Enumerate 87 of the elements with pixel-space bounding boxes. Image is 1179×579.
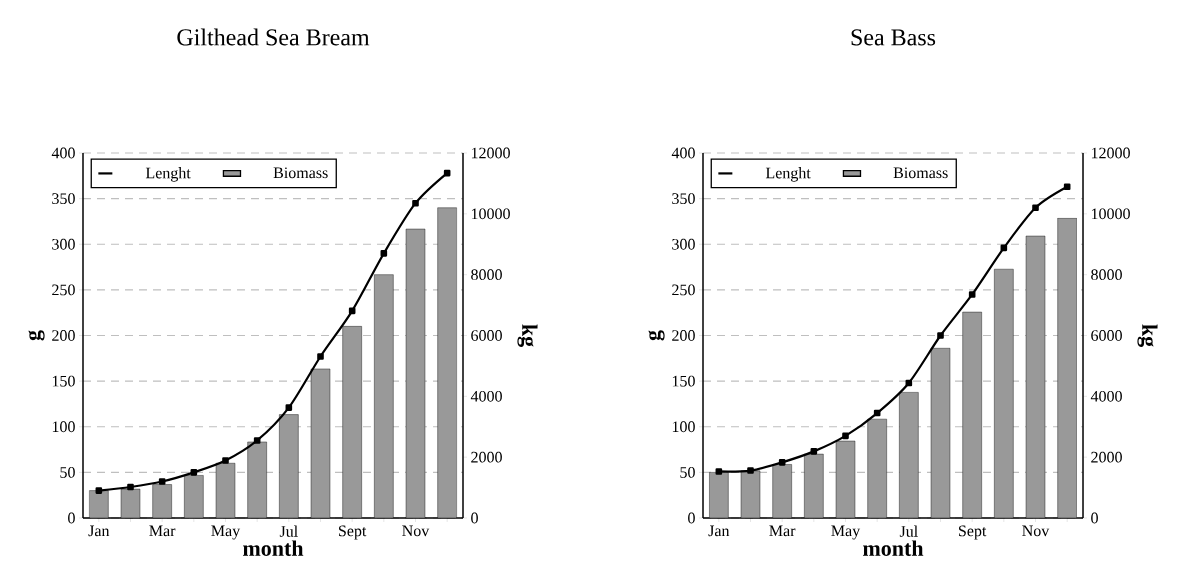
point [412, 199, 419, 207]
y-tick-label: 200 [672, 330, 695, 341]
legend-label: Lenght [145, 167, 191, 182]
y-tick-label: 150 [52, 375, 75, 387]
y2-tick-label: 12000 [1091, 147, 1130, 159]
y2-tick-label: 0 [1091, 512, 1098, 524]
point [95, 487, 103, 494]
point [715, 468, 723, 475]
x-tick-label: Nov [402, 525, 430, 537]
point [873, 409, 881, 417]
y2-axis-title: kg [1137, 324, 1158, 347]
y-tick-label: 200 [52, 330, 75, 341]
y-tick-label: 350 [52, 193, 75, 205]
x-tick-label: May [211, 525, 241, 540]
y2-tick-label: 12000 [471, 147, 510, 159]
y2-tick-label: 2000 [471, 451, 502, 463]
point [443, 169, 451, 177]
y2-tick-label: 0 [471, 512, 478, 524]
y-tick-label: 300 [52, 238, 75, 250]
y2-tick-label: 6000 [1091, 330, 1122, 341]
point [285, 404, 293, 411]
point [968, 291, 976, 298]
y-tick-label: 400 [671, 147, 695, 159]
y2-axis-title: kg [517, 324, 538, 347]
point [842, 432, 849, 440]
x-tick-label: Jul [279, 525, 298, 537]
point [937, 332, 944, 339]
bar [437, 207, 457, 518]
point [1000, 244, 1008, 252]
chart-title: Gilthead Sea Bream [177, 28, 370, 46]
y2-tick-label: 4000 [470, 390, 502, 402]
y-tick-label: 50 [60, 466, 75, 478]
point [190, 469, 198, 476]
point [222, 457, 229, 464]
point [1063, 183, 1071, 191]
y-tick-label: 250 [52, 284, 75, 296]
point [158, 478, 166, 485]
y-tick-label: 350 [672, 193, 695, 205]
x-axis-title: month [863, 540, 924, 556]
y2-tick-label: 8000 [1091, 269, 1122, 281]
y-axis-title: g [28, 330, 45, 341]
x-tick-label: Sept [959, 525, 987, 540]
y-tick-label: 50 [680, 466, 695, 478]
x-tick-label: Sept [339, 525, 367, 540]
y2-tick-label: 10000 [471, 208, 510, 220]
point [317, 353, 324, 360]
y2-tick-label: 6000 [471, 330, 502, 341]
y-tick-label: 400 [51, 147, 75, 159]
point [810, 448, 818, 455]
y-axis-title: g [648, 330, 665, 341]
point [905, 379, 913, 387]
bar [184, 475, 204, 518]
x-tick-label: May [831, 525, 861, 540]
y-tick-label: 100 [52, 421, 75, 433]
legend-label: Biomass [273, 167, 328, 179]
point [348, 307, 356, 315]
y-tick-label: 250 [672, 284, 695, 296]
point [747, 467, 754, 474]
bar [279, 414, 299, 518]
point [127, 483, 134, 491]
bar [342, 326, 362, 518]
point [380, 250, 388, 257]
y-tick-label: 0 [688, 512, 695, 524]
y-tick-label: 300 [672, 238, 695, 250]
y-tick-label: 0 [68, 512, 75, 524]
x-tick-label: Jul [899, 525, 918, 537]
y2-tick-label: 10000 [1091, 208, 1130, 220]
legend-label: Biomass [893, 167, 948, 179]
x-tick-label: Jan [708, 525, 730, 537]
bar [247, 441, 267, 518]
y-tick-label: 100 [672, 421, 695, 433]
bar [374, 274, 394, 518]
x-tick-label: Jan [88, 525, 110, 537]
point [778, 459, 786, 466]
y2-tick-label: 8000 [471, 269, 502, 281]
chart-title: Sea Bass [851, 29, 936, 46]
y-tick-label: 150 [672, 375, 695, 387]
legend-label: Lenght [765, 167, 811, 182]
x-axis-title: month [243, 540, 304, 556]
y2-tick-label: 4000 [1090, 390, 1122, 402]
point [1032, 204, 1039, 212]
bar [152, 484, 172, 518]
y2-tick-label: 2000 [1091, 451, 1122, 463]
x-tick-label: Mar [769, 525, 796, 537]
x-tick-label: Nov [1022, 525, 1050, 537]
x-tick-label: Mar [149, 525, 176, 537]
point [253, 437, 261, 444]
